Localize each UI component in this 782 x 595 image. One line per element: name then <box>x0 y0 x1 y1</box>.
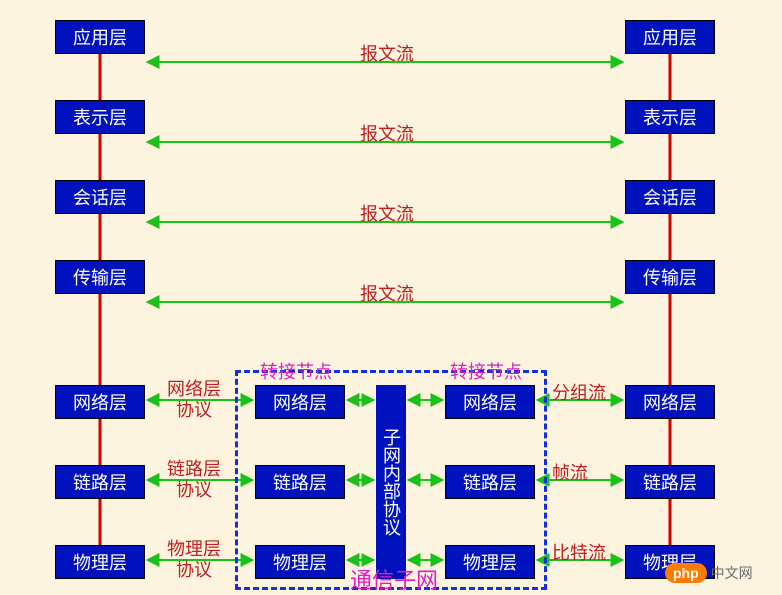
left-layer-3: 传输层 <box>55 260 145 294</box>
relay-label-left: 转接节点 <box>260 358 332 384</box>
left-proto-1: 链路层协议 <box>167 459 221 500</box>
layer-label: 物理层 <box>73 549 127 575</box>
layer-label: 网络层 <box>73 389 127 415</box>
right-flow-2: 比特流 <box>552 539 606 565</box>
left-layer-2: 会话层 <box>55 180 145 214</box>
left-layer-4: 网络层 <box>55 385 145 419</box>
left-proto-0: 网络层协议 <box>167 379 221 420</box>
right-layer-0: 应用层 <box>625 20 715 54</box>
layer-label: 应用层 <box>643 24 697 50</box>
right-layer-3: 传输层 <box>625 260 715 294</box>
right-layer-1: 表示层 <box>625 100 715 134</box>
right-flow-1: 帧流 <box>552 459 588 485</box>
layer-label: 传输层 <box>643 264 697 290</box>
right-layer-5: 链路层 <box>625 465 715 499</box>
left-layer-5: 链路层 <box>55 465 145 499</box>
watermark-text: 中文网 <box>711 563 753 583</box>
layer-label: 传输层 <box>73 264 127 290</box>
right-layer-4: 网络层 <box>625 385 715 419</box>
layer-label: 链路层 <box>73 469 127 495</box>
subnet-title: 通信子网 <box>350 563 438 595</box>
right-layer-2: 会话层 <box>625 180 715 214</box>
top-arrow-label-1: 报文流 <box>360 120 414 146</box>
layer-label: 会话层 <box>73 184 127 210</box>
top-arrow-label-3: 报文流 <box>360 280 414 306</box>
right-flow-0: 分组流 <box>552 379 606 405</box>
layer-label: 链路层 <box>643 469 697 495</box>
subnet-dashed-box <box>235 370 547 590</box>
layer-label: 会话层 <box>643 184 697 210</box>
left-layer-0: 应用层 <box>55 20 145 54</box>
top-arrow-label-0: 报文流 <box>360 40 414 66</box>
layer-label: 应用层 <box>73 24 127 50</box>
watermark-badge: php <box>665 563 707 583</box>
left-layer-6: 物理层 <box>55 545 145 579</box>
left-proto-2: 物理层协议 <box>167 539 221 580</box>
top-arrow-label-2: 报文流 <box>360 200 414 226</box>
left-layer-1: 表示层 <box>55 100 145 134</box>
layer-label: 表示层 <box>643 104 697 130</box>
watermark: php 中文网 <box>665 563 753 583</box>
layer-label: 网络层 <box>643 389 697 415</box>
layer-label: 表示层 <box>73 104 127 130</box>
relay-label-right: 转接节点 <box>450 358 522 384</box>
